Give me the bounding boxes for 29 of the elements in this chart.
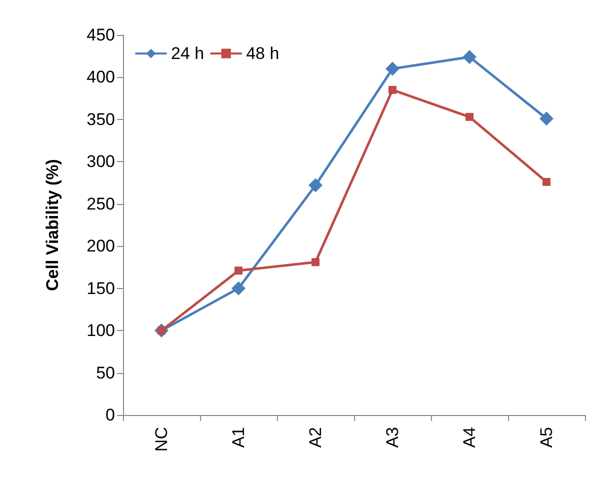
point — [466, 112, 474, 121]
y-axis-title: Cell Viability (%) — [43, 159, 62, 291]
y-tick-label: 350 — [86, 110, 115, 129]
x-tick-label: A2 — [306, 427, 325, 448]
y-tick-label: 0 — [106, 406, 115, 424]
y-tick-label: 50 — [96, 363, 115, 382]
point — [232, 281, 246, 296]
point — [388, 86, 396, 94]
point — [462, 50, 476, 64]
x-tick-label: A4 — [460, 427, 479, 448]
y-tick-label: 250 — [86, 194, 115, 214]
point — [312, 258, 320, 266]
y-tick-label: 450 — [86, 26, 115, 44]
y-tick-label: 300 — [86, 152, 115, 172]
point — [542, 178, 550, 186]
point — [540, 112, 554, 126]
x-tick-label: NC — [152, 427, 171, 452]
x-tick-label: A5 — [537, 427, 556, 448]
x-tick-label: A3 — [383, 427, 402, 448]
y-tick-label: 150 — [86, 278, 115, 298]
x-tick-label: A1 — [229, 427, 248, 448]
legend-label: 48 h — [246, 44, 280, 63]
point — [234, 266, 242, 275]
y-tick-label: 100 — [86, 321, 115, 340]
point — [308, 178, 322, 192]
legend-label: 24 h — [171, 44, 204, 63]
point — [386, 62, 400, 76]
y-tick-label: 200 — [86, 236, 115, 256]
y-tick-label: 400 — [86, 68, 115, 87]
